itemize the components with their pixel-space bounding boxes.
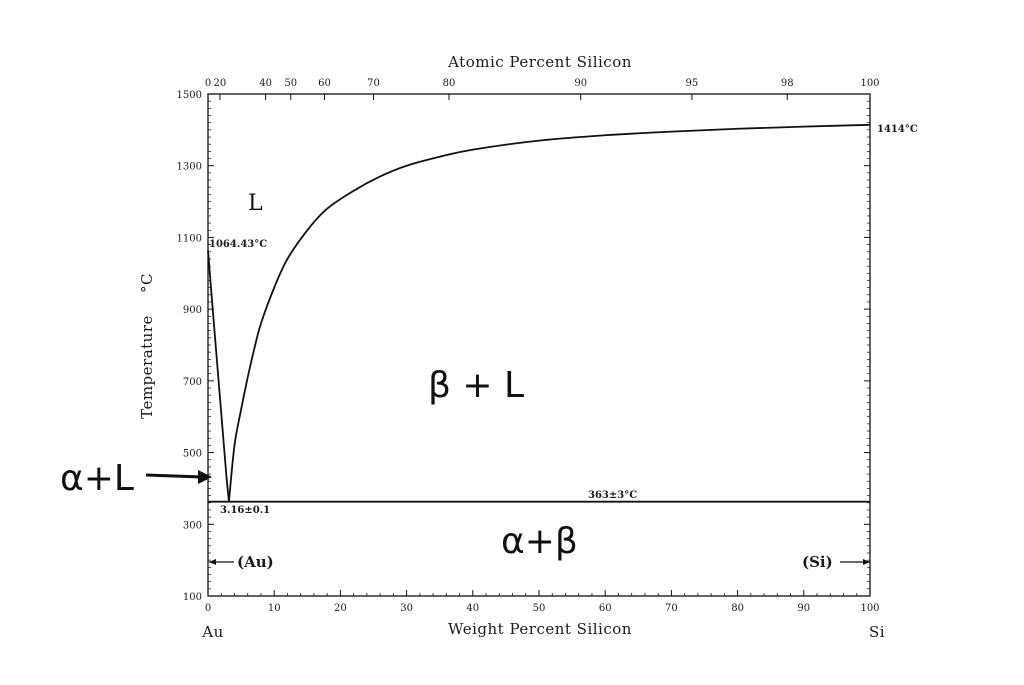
si-solid-label: (Si) [802,553,833,571]
y-tick-label: 700 [183,377,202,388]
top-tick-label: 60 [318,78,331,89]
x-tick-label: 20 [334,603,347,614]
x-tick-label: 70 [665,603,678,614]
x-tick-label: 80 [731,603,744,614]
eutectic-comp-label: 3.16±0.1 [220,505,270,516]
top-tick-label: 100 [860,78,879,89]
top-tick-label: 90 [574,78,587,89]
alpha-liquid-arrow [145,470,212,484]
y-tick-label: 100 [183,592,202,603]
x-tick-label: 30 [400,603,413,614]
top-tick-label: 50 [284,78,297,89]
top-tick-label: 20 [214,78,227,89]
svg-text:Temperature: Temperature [138,315,156,419]
bottom-axis-title: Weight Percent Silicon [448,620,632,638]
si-solid-marker: (Si) [802,553,870,571]
liquidus-au-side [207,250,230,502]
au-melt-label: 1064.43°C [209,239,267,250]
phase-label-beta-liquid: β + L [428,365,524,406]
x-tick-label: 10 [268,603,281,614]
top-tick-label: 95 [686,78,699,89]
x-tick-label: 90 [797,603,810,614]
top-tick-label: 98 [781,78,794,89]
y-tick-label: 300 [183,520,202,531]
y-tick-label: 1300 [177,162,202,173]
top-tick-label: 40 [259,78,272,89]
phase-label-liquid: L [248,191,263,216]
x-tick-label: 40 [466,603,479,614]
x-tick-label: 0 [205,603,211,614]
left-element-label: Au [201,623,224,641]
x-tick-label: 60 [599,603,612,614]
y-axis-title: Temperature °C [138,273,156,419]
phase-label-alpha-liquid: α+L [60,458,134,499]
y-tick-label: 1100 [177,233,202,244]
au-solid-label: (Au) [237,553,274,571]
phase-label-alpha-beta: α+β [501,521,578,562]
y-tick-label: 900 [183,305,202,316]
liquidus-si-side [228,123,871,502]
eutectic-temp-label: 363±3°C [588,490,637,501]
x-tick-label: 50 [533,603,546,614]
y-axis-unit: °C [138,273,156,293]
si-melt-label: 1414°C [877,124,918,135]
y-tick-label: 1500 [177,90,202,101]
top-tick-label: 80 [443,78,456,89]
y-tick-label: 500 [183,449,202,460]
right-element-label: Si [869,623,885,641]
top-tick-label: 70 [367,78,380,89]
x-tick-label: 100 [860,603,879,614]
top-tick-label: 0 [205,78,211,89]
au-solid-marker: (Au) [209,553,274,571]
top-axis-title: Atomic Percent Silicon [447,53,632,71]
